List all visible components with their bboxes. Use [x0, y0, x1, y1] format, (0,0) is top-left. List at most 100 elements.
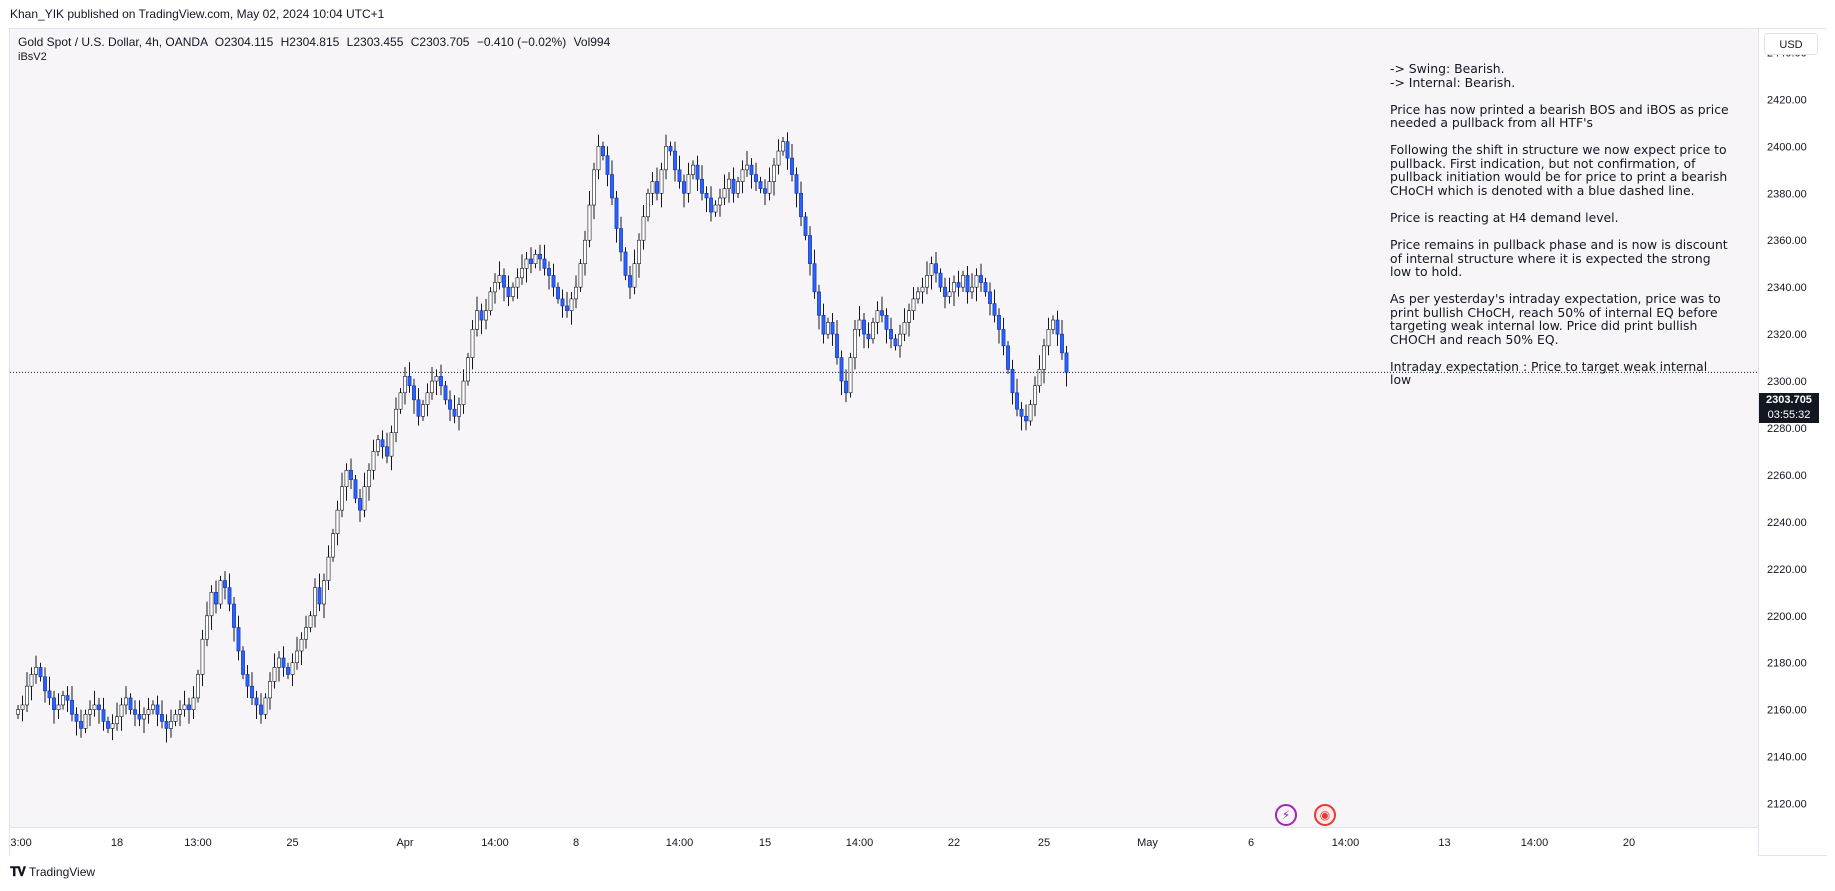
bear-candle [502, 275, 506, 288]
bear-candle [893, 338, 898, 347]
bull-candle [902, 322, 907, 335]
bull-candle [574, 286, 578, 300]
bear-candle [1015, 392, 1019, 410]
bull-candle [740, 169, 745, 182]
bear-candle [286, 667, 290, 675]
bear-candle [763, 188, 767, 194]
bear-candle [133, 709, 137, 715]
bull-candle [200, 638, 205, 675]
annotation-paragraph: As per yesterday's intraday expectation,… [1390, 291, 1721, 347]
indicator-label[interactable]: iBsV2 [18, 51, 47, 63]
lightning-icon[interactable]: ⚡ [1275, 804, 1297, 826]
bull-candle [29, 674, 34, 687]
volume-value: Vol994 [573, 35, 611, 49]
bull-candle [970, 286, 974, 293]
bull-candle [25, 685, 29, 706]
bear-candle [794, 174, 799, 194]
bull-candle [587, 204, 592, 241]
time-tick-label: 18 [111, 837, 123, 849]
symbol-name[interactable]: Gold Spot / U.S. Dollar, 4h, OANDA [18, 35, 208, 49]
bull-candle [925, 275, 929, 288]
bear-candle [880, 310, 884, 316]
bull-candle [403, 376, 407, 394]
bull-candle [151, 704, 155, 710]
bull-candle [736, 181, 740, 194]
bear-candle [214, 591, 218, 605]
price-axis[interactable]: 2120.00 2140.00 2160.00 2180.00 2200.00 2220.… [1758, 29, 1827, 855]
bear-candle [155, 704, 160, 715]
bear-candle [560, 298, 565, 307]
bull-candle [632, 263, 637, 288]
bear-candle [758, 181, 763, 189]
bear-candle [47, 690, 52, 699]
bear-candle [74, 714, 79, 722]
bull-candle [371, 451, 376, 471]
time-tick-label: 20 [1623, 837, 1635, 849]
symbol-legend[interactable]: Gold Spot / U.S. Dollar, 4h, OANDA O2304… [18, 35, 610, 49]
bull-candle [664, 146, 668, 171]
time-tick-label: May [1137, 837, 1158, 849]
bull-candle [61, 695, 65, 706]
time-tick-label: 13 [1438, 837, 1450, 849]
time-tick-label: 13:00 [10, 837, 32, 849]
bear-candle [884, 315, 889, 330]
bear-candle [862, 319, 866, 335]
us-flag-icon[interactable]: ◉ [1314, 804, 1336, 826]
time-tick-label: 14:00 [846, 837, 874, 849]
bear-candle [605, 155, 610, 175]
bull-candle [299, 638, 304, 652]
time-tick-label: 25 [1038, 837, 1050, 849]
bear-candle [799, 192, 803, 218]
bear-candle [983, 282, 988, 293]
currency-button[interactable]: USD [1764, 33, 1818, 55]
bull-candle [911, 298, 916, 311]
annotation-paragraph: Price is reacting at H4 demand level. [1390, 209, 1619, 225]
bull-candle [398, 392, 403, 410]
bear-candle [385, 446, 389, 457]
tradingview-logo[interactable]: 𝐓𝐕 TradingView [10, 864, 95, 880]
time-tick-label: 8 [573, 837, 579, 849]
bull-candle [191, 697, 196, 710]
bull-candle [637, 239, 641, 265]
bear-candle [803, 216, 808, 236]
bull-candle [92, 704, 97, 710]
bear-candle [164, 721, 169, 729]
bear-candle [223, 580, 227, 588]
bull-candle [178, 709, 182, 715]
bull-candle [578, 263, 583, 288]
annotation-paragraph: Price remains in pullback phase and is n… [1390, 236, 1728, 280]
time-axis[interactable]: 13:00 18 13:00 25 Apr 14:00 8 14:00 15 14:00 22 25 M… [4, 827, 1758, 856]
price-tick-label: 2240.00 [1767, 517, 1807, 529]
bear-candle [38, 667, 43, 678]
bull-candle [146, 709, 151, 715]
bull-candle [308, 615, 313, 628]
bull-candle [457, 404, 461, 417]
bear-candle [529, 258, 533, 265]
candlestick-chart[interactable] [10, 29, 1758, 827]
bull-candle [394, 408, 398, 433]
bear-candle [817, 291, 821, 316]
bull-candle [484, 310, 488, 321]
bull-candle [367, 469, 371, 487]
ohlc-high: H2304.815 [280, 35, 340, 49]
bear-candle [551, 275, 556, 288]
time-tick-label: 6 [1248, 837, 1254, 849]
bull-candle [691, 164, 695, 175]
bull-candle [196, 674, 200, 699]
bull-candle [871, 322, 875, 340]
bull-candle [727, 178, 731, 189]
price-tick-label: 2120.00 [1767, 799, 1807, 811]
time-tick-label: 25 [286, 837, 298, 849]
ohlc-open: O2304.115 [214, 35, 274, 49]
bear-candle [844, 380, 848, 394]
bear-candle [619, 228, 623, 253]
bull-candle [173, 714, 178, 722]
chart-plot-area[interactable] [10, 29, 1758, 827]
bear-candle [556, 286, 560, 300]
bear-candle [160, 714, 164, 722]
bull-candle [826, 322, 830, 335]
bear-candle [254, 697, 259, 706]
bull-candle [596, 146, 601, 171]
bull-candle [56, 704, 61, 710]
bear-candle [790, 157, 794, 175]
